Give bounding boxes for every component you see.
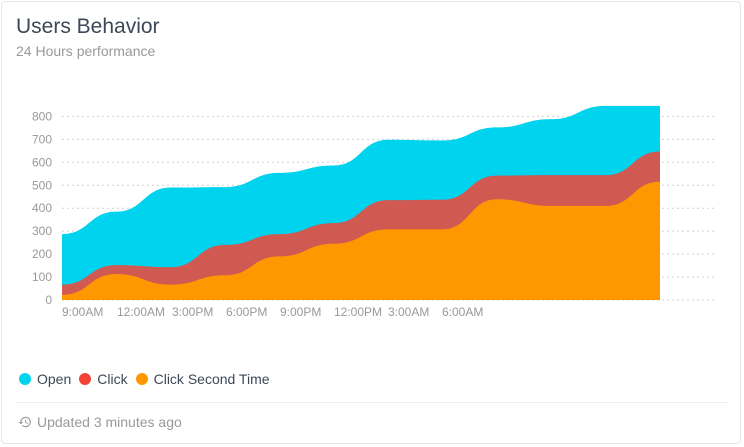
x-tick-label: 3:00PM	[172, 305, 213, 319]
card-footer: Updated 3 minutes ago	[18, 414, 182, 430]
history-icon	[18, 416, 31, 428]
legend-item-click: Click	[79, 371, 128, 387]
x-tick-label: 3:00AM	[388, 305, 429, 319]
chart-series	[62, 105, 660, 300]
y-tick-label: 600	[32, 155, 52, 169]
footer-divider	[16, 402, 728, 403]
legend-item-open: Open	[19, 371, 71, 387]
legend-item-click-second-time: Click Second Time	[135, 371, 270, 387]
x-tick-label: 12:00PM	[334, 305, 382, 319]
x-tick-label: 9:00PM	[280, 305, 321, 319]
y-tick-label: 200	[32, 247, 52, 261]
y-tick-label: 400	[32, 201, 52, 215]
x-axis-labels: 9:00AM 12:00AM 3:00PM 6:00PM 9:00PM 12:00PM 3:…	[62, 305, 483, 319]
legend-dot-click	[79, 373, 92, 385]
card-subtitle: 24 Hours performance	[16, 43, 156, 59]
x-tick-label: 6:00AM	[442, 305, 483, 319]
series-click-second-time-area	[62, 181, 660, 300]
card-title: Users Behavior	[16, 15, 160, 38]
area-chart: 0 100 200 300 400 500 600 700 800 9:00AM 12:00AM 3…	[32, 105, 714, 319]
x-tick-label: 12:00AM	[117, 305, 165, 319]
y-tick-label: 500	[32, 178, 52, 192]
y-tick-label: 0	[45, 293, 52, 307]
y-tick-label: 300	[32, 224, 52, 238]
footer-text: Updated 3 minutes ago	[37, 414, 182, 430]
y-tick-label: 100	[32, 270, 52, 284]
x-tick-label: 6:00PM	[226, 305, 267, 319]
x-tick-label: 9:00AM	[62, 305, 103, 319]
legend-dot-click-second-time	[135, 373, 148, 385]
legend-label-click-second-time: Click Second Time	[153, 371, 270, 387]
y-axis-labels: 0 100 200 300 400 500 600 700 800	[32, 109, 52, 307]
legend-dot-open	[19, 373, 31, 385]
legend-label-click: Click	[97, 371, 128, 387]
y-tick-label: 800	[32, 109, 52, 123]
chart-legend: Open Click Click Second Time	[19, 371, 278, 387]
legend-label-open: Open	[37, 371, 72, 387]
y-tick-label: 700	[32, 132, 52, 146]
